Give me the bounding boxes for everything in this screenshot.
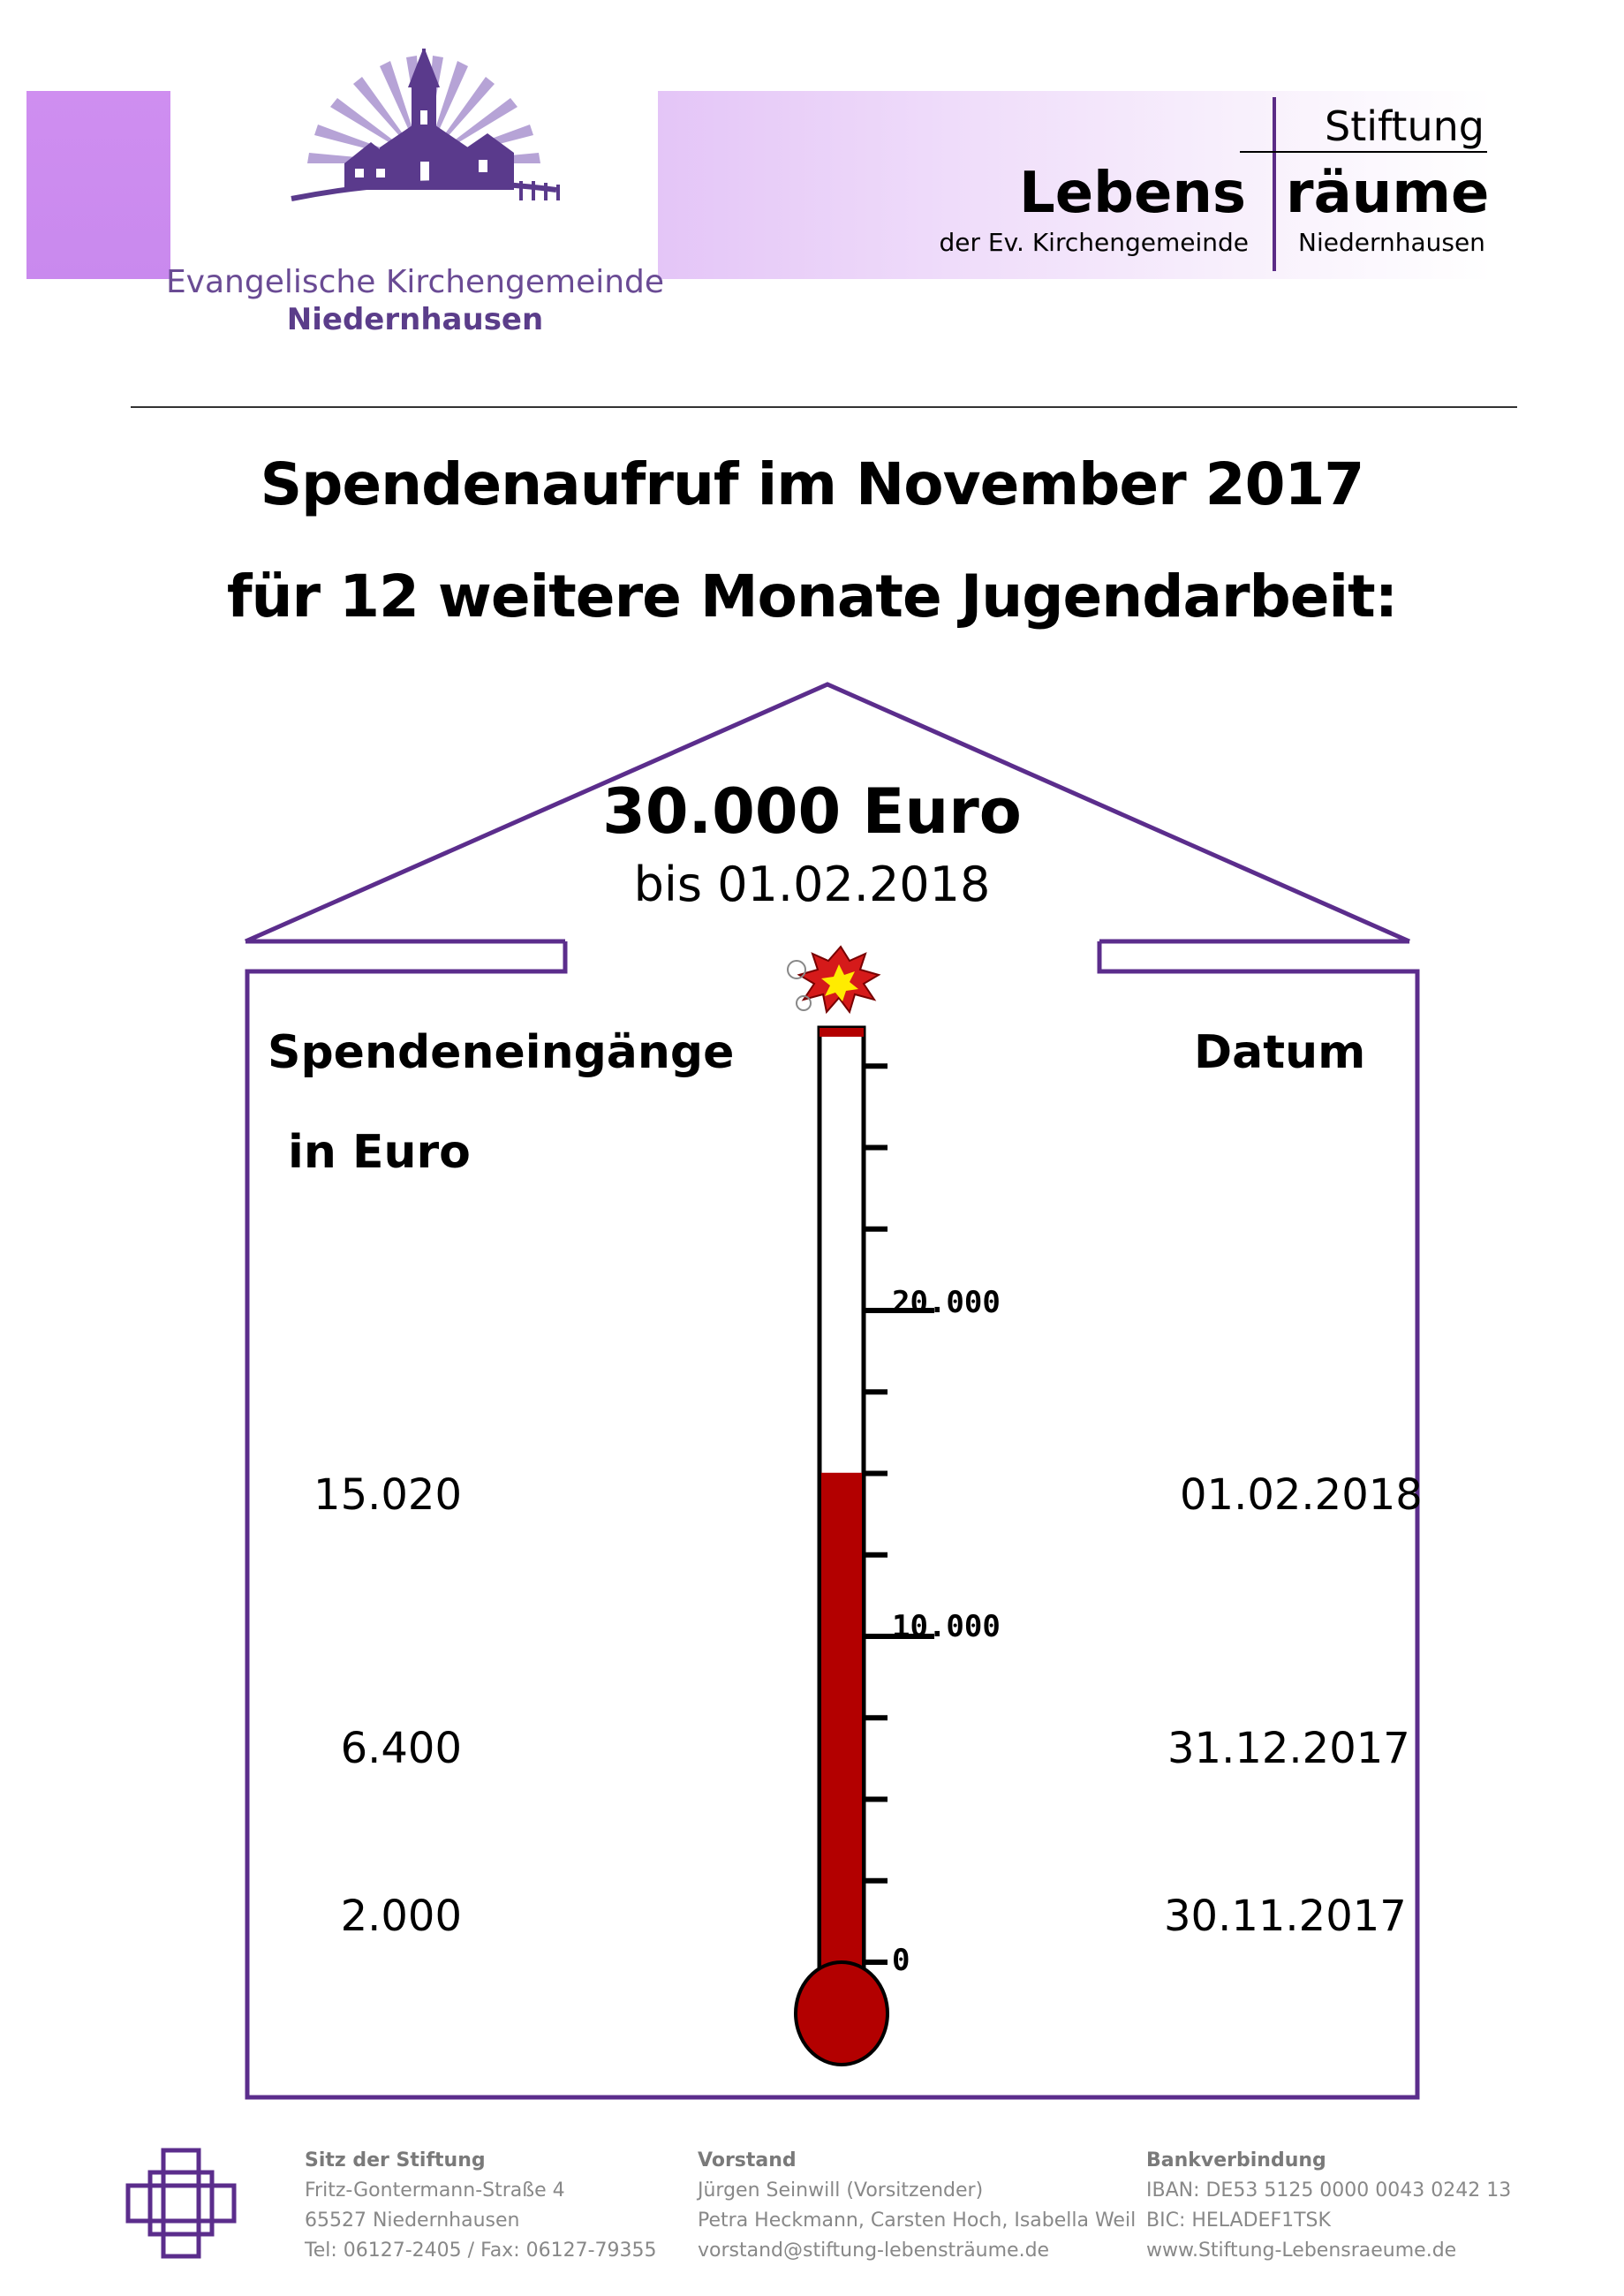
page-title-line2: für 12 weitere Monate Jugendarbeit: (226, 563, 1398, 631)
footer-bank-title: Bankverbindung (1146, 2149, 1326, 2171)
header-gradient-band (658, 91, 1492, 279)
footer-sitz-title: Sitz der Stiftung (305, 2149, 486, 2171)
stiftung-subtitle-left: der Ev. Kirchengemeinde (939, 228, 1249, 257)
header-divider (131, 406, 1517, 408)
stiftung-subtitle-right: Niedernhausen (1298, 228, 1485, 257)
tick-label: 10.000 (892, 1609, 1001, 1644)
footer-bank-line: IBAN: DE53 5125 0000 0043 0242 13 (1146, 2179, 1512, 2202)
footer-bank-line: BIC: HELADEF1TSK (1146, 2209, 1331, 2232)
entry-date: 01.02.2018 (1180, 1470, 1423, 1520)
entry-amount: 15.020 (313, 1470, 462, 1520)
footer-sitz: Sitz der Stiftung Fritz-Gontermann-Straß… (305, 2146, 657, 2266)
header-purple-square (26, 91, 170, 279)
org-name: Evangelische Kirchengemeinde (165, 264, 665, 300)
footer-bank: Bankverbindung IBAN: DE53 5125 0000 0043… (1146, 2146, 1511, 2266)
church-logo-icon (291, 49, 560, 201)
footer-sitz-line: 65527 Niedernhausen (305, 2209, 520, 2232)
stiftung-raeume: räume (1286, 161, 1490, 226)
thermometer-fill (821, 1472, 862, 1998)
footer-vorstand-line: Petra Heckmann, Carsten Hoch, Isabella W… (698, 2209, 1137, 2232)
stiftung-lebens: Lebens (1018, 161, 1246, 226)
goal-deadline: bis 01.02.2018 (633, 857, 991, 912)
foundation-logo-icon (125, 2148, 237, 2259)
goal-amount: 30.000 Euro (602, 775, 1022, 848)
page-title-line1: Spendenaufruf im November 2017 (260, 450, 1365, 518)
entry-date: 31.12.2017 (1167, 1724, 1410, 1773)
tick-label: 20.000 (892, 1285, 1001, 1320)
stiftung-vertical-line (1273, 97, 1276, 271)
footer-vorstand-title: Vorstand (698, 2149, 797, 2171)
donations-heading: Spendeneingänge (268, 1026, 735, 1079)
entry-amount: 6.400 (340, 1724, 462, 1773)
footer-website[interactable]: www.Stiftung-Lebensraeume.de (1146, 2239, 1457, 2262)
burst-icon (787, 945, 881, 1015)
footer-vorstand-line: Jürgen Seinwill (Vorsitzender) (698, 2179, 984, 2202)
thermometer-bulb (794, 1960, 889, 2066)
tick-label: 0 (892, 1943, 910, 1978)
entry-date: 30.11.2017 (1164, 1892, 1407, 1941)
date-heading: Datum (1194, 1026, 1366, 1079)
footer-vorstand: Vorstand Jürgen Seinwill (Vorsitzender) … (698, 2146, 1136, 2266)
footer-vorstand-email[interactable]: vorstand@stiftung-lebensträume.de (698, 2239, 1050, 2262)
org-place: Niedernhausen (286, 302, 544, 337)
stiftung-label: Stiftung (1325, 102, 1484, 150)
entry-amount: 2.000 (340, 1892, 462, 1941)
footer-sitz-line: Fritz-Gontermann-Straße 4 (305, 2179, 565, 2202)
donations-subheading: in Euro (288, 1126, 471, 1179)
thermometer-top-fill (820, 1028, 864, 1037)
stiftung-horizontal-line (1240, 151, 1487, 153)
thermometer-ticks (865, 1063, 934, 1965)
footer-sitz-line: Tel: 06127-2405 / Fax: 06127-79355 (305, 2239, 657, 2262)
